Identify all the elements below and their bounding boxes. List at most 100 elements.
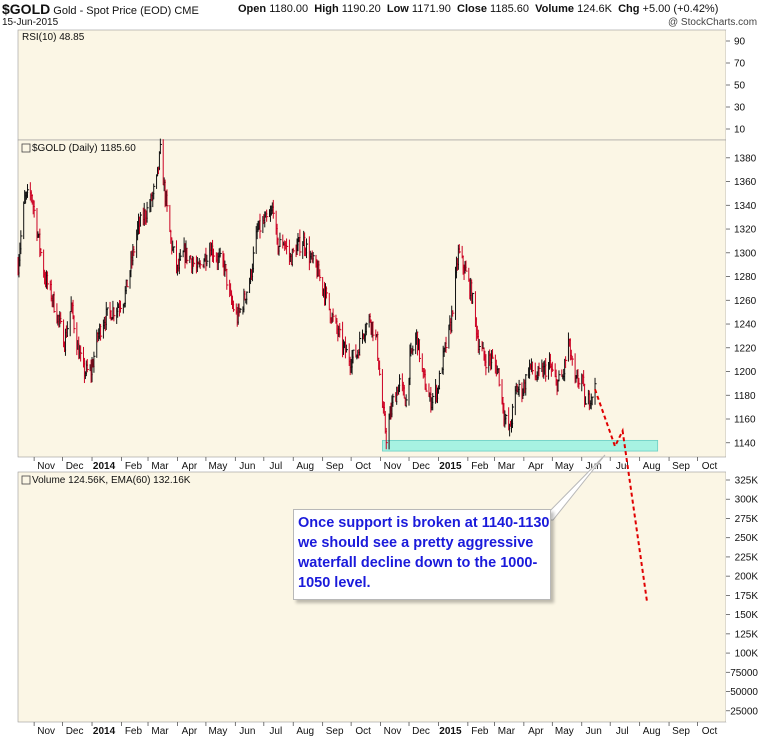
volume-x-tick-label: Mar <box>151 726 169 737</box>
price-x-tick-label: Aug <box>296 461 314 472</box>
price-tick-label: 1240 <box>734 320 757 331</box>
price-x-tick-label: Nov <box>384 461 402 472</box>
volume-tick-label: 25000 <box>730 706 758 717</box>
chg-label: Chg <box>618 3 640 15</box>
volume-tick-label: 125K <box>735 629 759 640</box>
price-tick-label: 1380 <box>734 153 757 164</box>
price-x-tick-label: Oct <box>355 461 371 472</box>
rsi-title: RSI(10) 48.85 <box>22 32 85 43</box>
low-value: 1171.90 <box>411 3 451 15</box>
volume-tick-label: 75000 <box>730 668 758 679</box>
price-x-tick-label: Sep <box>326 461 344 472</box>
price-x-tick-label: Aug <box>643 461 661 472</box>
price-tick-label: 1180 <box>734 391 756 402</box>
volume-x-tick-label: Nov <box>37 726 55 737</box>
price-x-tick-label: Oct <box>702 461 718 472</box>
volume-tick-label: 100K <box>735 649 759 660</box>
low-label: Low <box>386 3 409 15</box>
volume-x-tick-label: Feb <box>471 726 489 737</box>
price-tick-label: 1200 <box>734 367 757 378</box>
price-tick-label: 1320 <box>734 225 757 236</box>
price-x-tick-label: Jun <box>239 461 255 472</box>
volume-tick-label: 175K <box>735 591 759 602</box>
volume-tick-label: 150K <box>735 610 759 621</box>
price-tick-label: 1160 <box>734 415 756 426</box>
volume-tick-label: 50000 <box>730 687 758 698</box>
volume-legend-icon <box>21 475 31 485</box>
high-value: 1190.20 <box>341 3 381 15</box>
price-tick-label: 1360 <box>734 177 757 188</box>
volume-value: 124.6K <box>577 3 612 15</box>
volume-x-tick-label: Dec <box>412 726 430 737</box>
price-tick-label: 1220 <box>734 343 757 354</box>
volume-x-tick-label: Jun <box>586 726 602 737</box>
volume-x-tick-label: Jul <box>269 726 282 737</box>
volume-tick-label: 300K <box>735 495 759 506</box>
price-title: $GOLD (Daily) 1185.60 <box>32 143 136 154</box>
price-legend-icon <box>21 143 31 153</box>
volume-label: Volume <box>535 3 575 15</box>
rsi-panel <box>17 29 727 141</box>
price-x-tick-label: Feb <box>125 461 143 472</box>
header-title: $GOLD Gold - Spot Price (EOD) CME <box>2 1 199 17</box>
volume-tick-label: 225K <box>735 552 759 563</box>
volume-title: Volume 124.56K, EMA(60) 132.16K <box>32 475 191 486</box>
symbol: $GOLD <box>2 1 51 17</box>
volume-x-tick-label: Jun <box>239 726 255 737</box>
price-x-tick-label: Jul <box>269 461 282 472</box>
high-label: High <box>314 3 339 15</box>
volume-x-tick-label: May <box>208 726 227 737</box>
volume-x-tick-label: Aug <box>643 726 661 737</box>
price-x-tick-label: May <box>208 461 227 472</box>
close-value: 1185.60 <box>490 3 529 15</box>
price-x-tick-label: Sep <box>672 461 690 472</box>
price-x-tick-label: Apr <box>182 461 198 472</box>
volume-x-tick-label: Apr <box>528 726 544 737</box>
price-x-tick-label: 2015 <box>439 461 462 472</box>
ohlc-readout: Open 1180.00 High 1190.20 Low 1171.90 Cl… <box>238 3 718 15</box>
rsi-tick-label: 10 <box>734 125 746 136</box>
volume-x-tick-label: May <box>555 726 574 737</box>
price-x-tick-label: 2014 <box>93 461 116 472</box>
projection-path <box>594 388 649 604</box>
price-x-tick-label: Apr <box>528 461 544 472</box>
open-label: Open <box>238 3 267 15</box>
price-tick-label: 1340 <box>734 201 757 212</box>
volume-x-tick-label: Aug <box>296 726 314 737</box>
price-x-tick-label: Dec <box>66 461 84 472</box>
volume-x-tick-label: Feb <box>125 726 143 737</box>
header-date: 15-Jun-2015 <box>2 17 59 28</box>
price-x-tick-label: May <box>555 461 574 472</box>
price-tick-label: 1140 <box>734 438 756 449</box>
volume-tick-label: 325K <box>735 476 759 487</box>
right-axis-band <box>726 30 760 722</box>
price-x-tick-label: Dec <box>412 461 430 472</box>
close-label: Close <box>457 3 487 15</box>
support-zone <box>382 439 659 452</box>
price-tick-label: 1280 <box>734 272 757 283</box>
watermark: @ StockCharts.com <box>668 17 758 28</box>
open-value: 1180.00 <box>269 3 309 15</box>
volume-x-tick-label: 2014 <box>93 726 116 737</box>
volume-x-tick-label: 2015 <box>439 726 462 737</box>
rsi-tick-label: 90 <box>734 37 746 48</box>
chg-value: +5.00 (+0.42%) <box>642 3 719 15</box>
exchange: CME <box>174 5 199 17</box>
volume-x-tick-label: Sep <box>326 726 344 737</box>
price-panel <box>17 139 727 458</box>
volume-x-tick-label: Sep <box>672 726 690 737</box>
volume-x-tick-label: Oct <box>355 726 371 737</box>
price-x-tick-label: Mar <box>151 461 169 472</box>
volume-x-tick-label: Mar <box>498 726 516 737</box>
price-x-tick-label: Jul <box>616 461 629 472</box>
annotation-callout: Once support is broken at 1140-1130 we s… <box>293 509 551 600</box>
rsi-tick-label: 50 <box>734 81 746 92</box>
volume-tick-label: 275K <box>735 514 759 525</box>
rsi-tick-label: 70 <box>734 59 746 70</box>
price-x-tick-label: Nov <box>37 461 55 472</box>
volume-tick-label: 250K <box>735 533 759 544</box>
volume-x-tick-label: Jul <box>616 726 629 737</box>
volume-x-tick-label: Dec <box>66 726 84 737</box>
